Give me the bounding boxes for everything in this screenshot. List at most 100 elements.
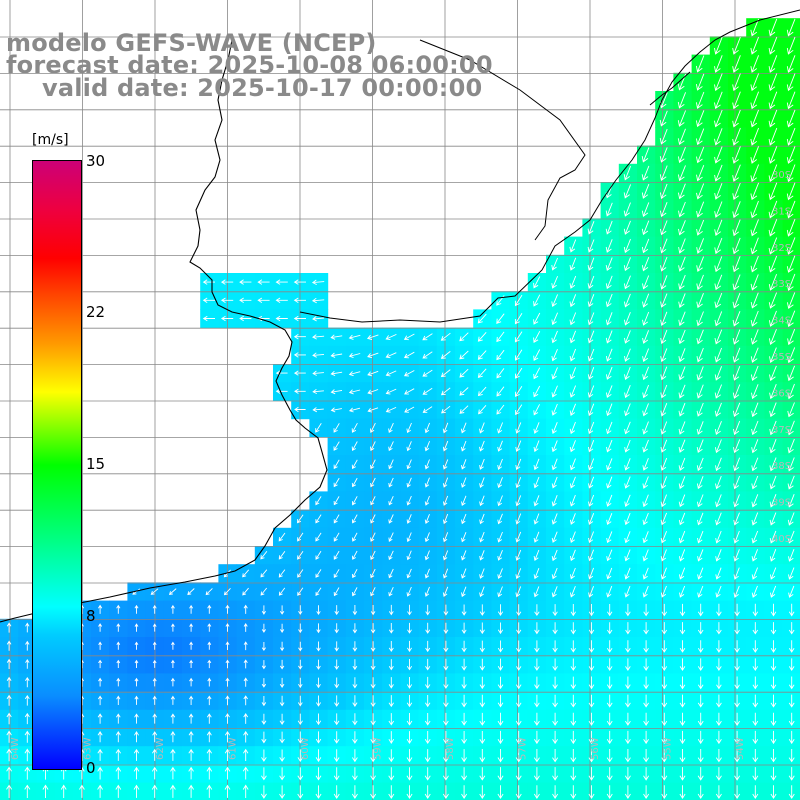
wind-arrow bbox=[348, 389, 361, 395]
wind-arrow bbox=[768, 55, 778, 73]
wind-arrow bbox=[388, 514, 394, 524]
wind-arrow bbox=[786, 255, 796, 273]
wind-arrow bbox=[206, 784, 213, 798]
wind-arrow bbox=[334, 641, 339, 652]
wind-arrow bbox=[352, 605, 358, 616]
wind-arrow bbox=[734, 730, 740, 745]
wind-arrow bbox=[461, 785, 468, 799]
wind-arrow bbox=[732, 329, 741, 345]
river-coastline bbox=[299, 9, 800, 323]
wind-arrow bbox=[316, 623, 321, 634]
wind-arrow bbox=[679, 658, 686, 672]
wind-arrow bbox=[479, 658, 485, 671]
wind-arrow bbox=[769, 494, 777, 508]
wind-arrow bbox=[732, 292, 741, 309]
wind-arrow bbox=[697, 603, 704, 617]
wind-arrow bbox=[334, 695, 340, 707]
wind-arrow bbox=[733, 439, 741, 454]
wind-arrow bbox=[440, 351, 451, 359]
wind-arrow bbox=[312, 370, 324, 376]
wind-arrow bbox=[769, 549, 777, 562]
wind-arrow bbox=[661, 694, 668, 708]
wind-arrow bbox=[769, 347, 777, 363]
wind-arrow bbox=[552, 658, 558, 671]
wind-arrow bbox=[497, 694, 504, 708]
wind-arrow bbox=[660, 275, 668, 290]
wind-arrow bbox=[312, 388, 324, 395]
wind-arrow bbox=[477, 332, 487, 342]
wind-arrow bbox=[279, 695, 285, 707]
wind-arrow bbox=[385, 388, 397, 395]
longitude-label: 60W bbox=[300, 737, 311, 760]
wind-arrow bbox=[552, 676, 558, 690]
wind-arrow bbox=[716, 730, 722, 745]
wind-arrow bbox=[315, 569, 322, 578]
wind-arrow bbox=[606, 749, 613, 763]
wind-arrow bbox=[220, 297, 234, 303]
wind-arrow bbox=[697, 640, 704, 653]
wind-arrow bbox=[714, 91, 723, 110]
wind-arrow bbox=[697, 712, 704, 726]
wind-arrow bbox=[569, 385, 577, 398]
wind-arrow bbox=[569, 257, 577, 271]
wind-arrow bbox=[388, 713, 395, 726]
wind-arrow bbox=[641, 257, 650, 272]
wind-arrow bbox=[406, 677, 413, 689]
wind-arrow bbox=[660, 421, 668, 435]
wind-arrow bbox=[294, 406, 306, 413]
wind-arrow bbox=[733, 567, 740, 580]
wind-arrow bbox=[768, 127, 778, 146]
wind-arrow bbox=[459, 332, 469, 342]
wind-arrow bbox=[551, 349, 558, 362]
wind-arrow bbox=[479, 586, 485, 598]
wind-arrow bbox=[768, 18, 778, 37]
wind-arrow bbox=[569, 513, 576, 525]
wind-arrow bbox=[732, 237, 741, 255]
wind-arrow bbox=[643, 622, 649, 635]
wind-arrow bbox=[278, 569, 286, 578]
wind-arrow bbox=[752, 676, 759, 690]
latitude-labels: 30S 31S 32S 33S 34S 35S 36S 37S 38S 39S 40S bbox=[772, 170, 791, 545]
wind-arrow bbox=[171, 659, 175, 668]
wind-arrow bbox=[697, 622, 704, 635]
wind-arrow bbox=[425, 640, 431, 653]
wind-arrow bbox=[461, 712, 467, 726]
wind-arrow bbox=[588, 749, 595, 763]
wind-arrow bbox=[734, 785, 741, 800]
wind-arrow bbox=[370, 713, 376, 726]
wind-arrow bbox=[116, 695, 121, 705]
wind-arrow bbox=[24, 748, 31, 762]
wind-arrow bbox=[496, 368, 505, 379]
wind-arrow bbox=[297, 713, 303, 726]
wind-arrow bbox=[659, 183, 668, 200]
wind-arrow bbox=[697, 512, 704, 526]
wind-arrow bbox=[351, 477, 358, 488]
wind-arrow bbox=[60, 784, 67, 798]
wind-arrow bbox=[370, 731, 376, 744]
wind-arrow bbox=[606, 421, 613, 435]
wind-arrow bbox=[696, 146, 705, 164]
wind-arrow bbox=[370, 767, 376, 781]
wind-arrow bbox=[406, 477, 412, 488]
wind-arrow bbox=[407, 604, 412, 616]
wind-arrow bbox=[534, 730, 540, 745]
wind-arrow bbox=[750, 219, 759, 237]
wind-arrow bbox=[459, 387, 469, 396]
wind-arrow bbox=[697, 785, 704, 800]
wind-arrow bbox=[261, 767, 267, 781]
wind-arrow bbox=[751, 567, 759, 580]
wind-arrow bbox=[750, 164, 760, 183]
wind-arrow bbox=[6, 694, 12, 706]
wind-arrow bbox=[79, 784, 85, 798]
wind-arrow bbox=[588, 640, 595, 653]
wind-arrow bbox=[750, 347, 759, 363]
wind-arrow bbox=[315, 749, 322, 763]
wind-arrow bbox=[552, 640, 558, 653]
wind-arrow bbox=[569, 421, 576, 435]
wind-arrow bbox=[716, 658, 722, 672]
wind-arrow bbox=[533, 495, 540, 507]
wind-arrow bbox=[425, 604, 431, 616]
wind-arrow bbox=[679, 640, 686, 653]
valid-date: valid date: 2025-10-17 00:00:00 bbox=[42, 74, 483, 102]
wind-arrow bbox=[625, 658, 631, 672]
